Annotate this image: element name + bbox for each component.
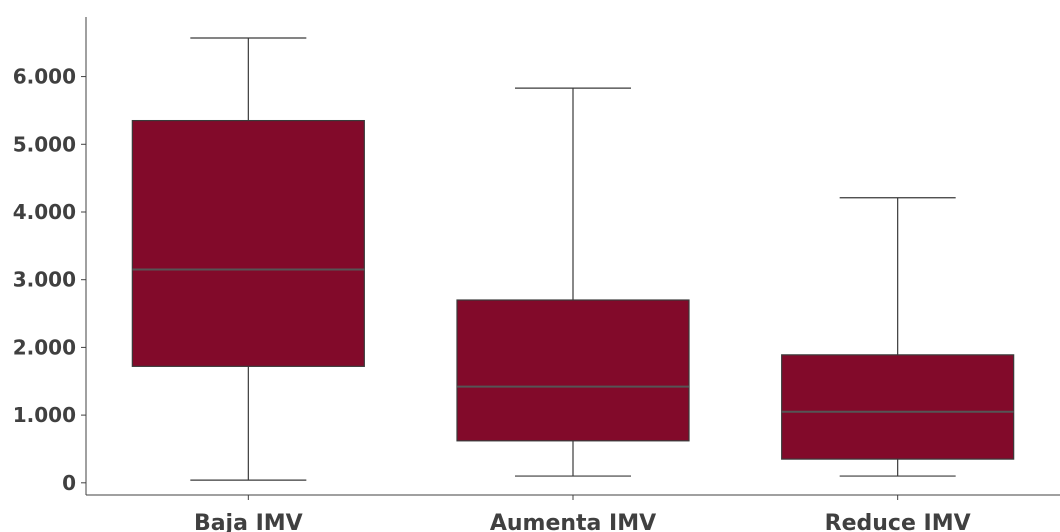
iqr-box	[456, 299, 690, 442]
category-label: Aumenta IMV	[490, 511, 656, 532]
axes	[81, 17, 1060, 500]
y-tick-label: 1.000	[13, 403, 76, 427]
boxes	[131, 37, 1015, 481]
iqr-box	[781, 354, 1015, 460]
labels: 0 1.000 2.000 3.000 4.000 5.000 6.000 Baja IMV A…	[13, 65, 971, 532]
y-tick-label: 0	[62, 471, 76, 495]
category-label: Reduce IMV	[825, 511, 971, 532]
category-label: Baja IMV	[194, 511, 303, 532]
iqr-box	[131, 119, 365, 367]
y-tick-label: 4.000	[13, 200, 76, 224]
y-tick-label: 2.000	[13, 335, 76, 359]
y-tick-label: 3.000	[13, 268, 76, 292]
y-tick-label: 6.000	[13, 65, 76, 89]
y-tick-label: 5.000	[13, 132, 76, 156]
